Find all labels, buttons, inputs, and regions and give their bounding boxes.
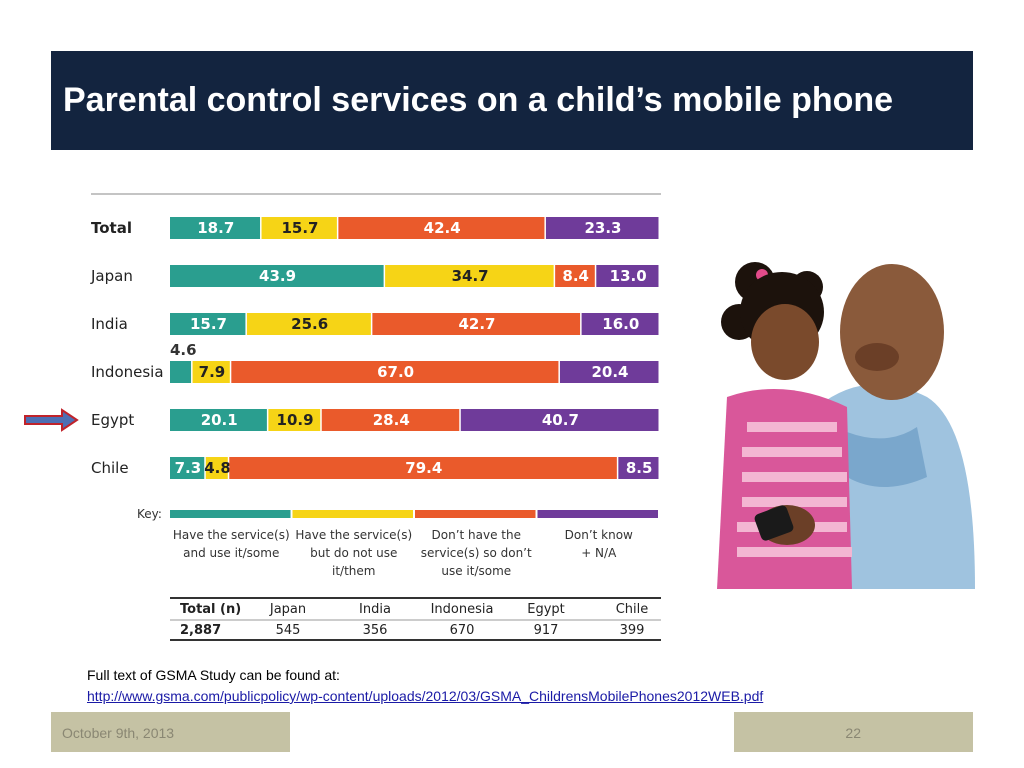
footer-date: October 9th, 2013: [62, 725, 175, 741]
bar-japan-series-1: [170, 265, 384, 287]
table-header-2: Japan: [269, 602, 306, 617]
key-text-1-1: Have the service(s): [173, 528, 290, 542]
bar-indonesia-series-4: [559, 361, 659, 383]
value-label-japan-2: 34.7: [452, 267, 489, 285]
source-note: Full text of GSMA Study can be found at:…: [87, 665, 763, 707]
value-label-india-4: 16.0: [602, 315, 639, 333]
value-label-chile-3: 79.4: [405, 459, 442, 477]
footer-page-box: 22: [734, 712, 973, 752]
table-header-1: Total (n): [180, 602, 241, 617]
bar-egypt-series-3: [321, 409, 460, 431]
bar-chile-series-4: [618, 457, 659, 479]
bar-india-series-1: [170, 313, 246, 335]
bar-japan-series-3: [555, 265, 595, 287]
bar-india-series-2: [246, 313, 371, 335]
key-swatch-2: [292, 510, 413, 518]
value-label-japan-4: 13.0: [610, 267, 647, 285]
page-number: 22: [845, 725, 861, 741]
bar-india-series-3: [372, 313, 581, 335]
table-header-6: Chile: [616, 602, 649, 617]
key-text-3-1: Don’t have the: [432, 528, 521, 542]
bar-egypt-series-2: [268, 409, 321, 431]
value-label-chile-1: 7.3: [175, 459, 202, 477]
key-swatch-4: [537, 510, 658, 518]
bar-chile-series-2: [205, 457, 228, 479]
value-label-egypt-1: 20.1: [201, 411, 238, 429]
value-label-chile-4: 8.5: [626, 459, 653, 477]
father-daughter-photo: [697, 247, 975, 589]
bar-total-series-3: [338, 217, 545, 239]
table-header-3: India: [359, 602, 391, 617]
value-label-total-4: 23.3: [584, 219, 621, 237]
bar-total-series-1: [170, 217, 261, 239]
key-text-2-3: it/them: [332, 564, 375, 578]
value-label-total-3: 42.4: [424, 219, 461, 237]
value-label-indonesia-3: 67.0: [377, 363, 414, 381]
category-label-indonesia: Indonesia: [91, 363, 164, 381]
key-text-4-1: Don’t know: [565, 528, 633, 542]
key-text-2-1: Have the service(s): [295, 528, 412, 542]
table-value-3: 356: [363, 623, 388, 638]
value-label-chile-2: 4.8: [204, 459, 231, 477]
value-label-indonesia-1: 4.6: [170, 341, 197, 359]
value-label-india-2: 25.6: [291, 315, 328, 333]
source-link[interactable]: http://www.gsma.com/publicpolicy/wp-cont…: [87, 688, 764, 704]
value-label-indonesia-2: 7.9: [199, 363, 226, 381]
value-label-japan-3: 8.4: [562, 267, 589, 285]
value-label-egypt-4: 40.7: [542, 411, 579, 429]
highlight-arrow-icon: [24, 408, 79, 432]
key-text-4-2: + N/A: [581, 546, 617, 560]
table-header-5: Egypt: [527, 602, 565, 617]
bar-total-series-4: [545, 217, 659, 239]
bar-india-series-4: [581, 313, 659, 335]
bar-japan-series-2: [385, 265, 554, 287]
value-label-india-3: 42.7: [458, 315, 495, 333]
bar-indonesia-series-1: [170, 361, 192, 383]
footer-date-box: October 9th, 2013: [51, 712, 290, 752]
bar-indonesia-series-3: [231, 361, 559, 383]
value-label-total-1: 18.7: [197, 219, 234, 237]
bar-total-series-2: [261, 217, 337, 239]
bar-japan-series-4: [596, 265, 659, 287]
key-text-3-2: service(s) so don’t: [421, 546, 532, 560]
value-label-indonesia-4: 20.4: [591, 363, 628, 381]
table-value-5: 917: [534, 623, 559, 638]
bar-chile-series-1: [170, 457, 205, 479]
table-value-6: 399: [620, 623, 645, 638]
table-header-4: Indonesia: [431, 602, 494, 617]
bar-egypt-series-4: [460, 409, 659, 431]
bar-chile-series-3: [229, 457, 617, 479]
key-swatch-3: [415, 510, 536, 518]
value-label-india-1: 15.7: [190, 315, 227, 333]
category-label-total: Total: [91, 219, 132, 237]
key-text-1-2: and use it/some: [183, 546, 279, 560]
category-label-india: India: [91, 315, 128, 333]
value-label-japan-1: 43.9: [259, 267, 296, 285]
key-text-2-2: but do not use: [310, 546, 397, 560]
bar-egypt-series-1: [170, 409, 267, 431]
value-label-egypt-2: 10.9: [277, 411, 314, 429]
key-swatch-1: [170, 510, 291, 518]
category-label-egypt: Egypt: [91, 411, 134, 429]
value-label-total-2: 15.7: [281, 219, 318, 237]
key-text-3-3: use it/some: [441, 564, 511, 578]
table-value-4: 670: [450, 623, 475, 638]
table-value-1: 2,887: [180, 623, 221, 638]
title-bar: Parental control services on a child’s m…: [51, 51, 973, 150]
table-value-2: 545: [276, 623, 301, 638]
source-note-text: Full text of GSMA Study can be found at:: [87, 667, 340, 683]
value-label-egypt-3: 28.4: [373, 411, 410, 429]
key-label: Key:: [137, 507, 162, 521]
category-label-japan: Japan: [90, 267, 133, 285]
category-label-chile: Chile: [91, 459, 129, 477]
bar-indonesia-series-2: [192, 361, 230, 383]
slide-title: Parental control services on a child’s m…: [63, 81, 894, 119]
